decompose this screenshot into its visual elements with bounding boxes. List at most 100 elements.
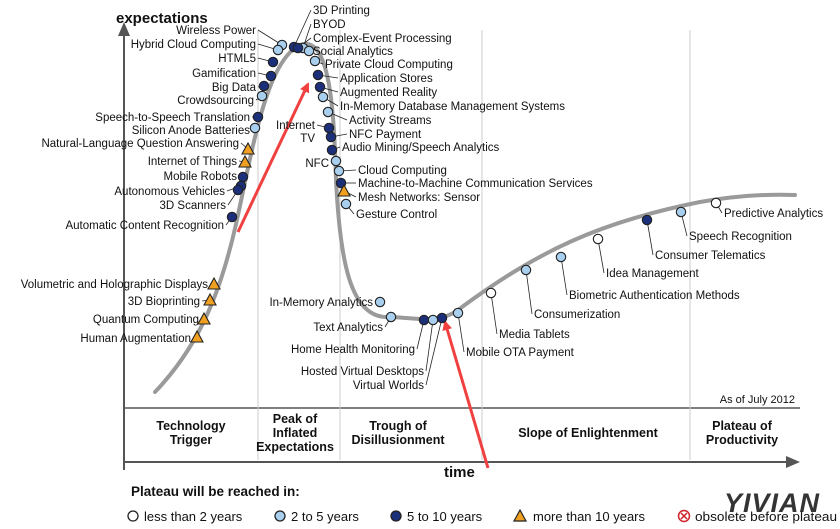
- label-application-stores: Application Stores: [340, 73, 433, 85]
- label-3d-bioprinting: 3D Bioprinting: [128, 296, 200, 308]
- marker-home-health-monitoring: [418, 314, 430, 326]
- label-consumerization: Consumerization: [534, 309, 620, 321]
- label-big-data: Big Data: [212, 82, 257, 94]
- hype-curve: [153, 41, 797, 394]
- label-speech-to-speech-translation: Speech-to-Speech Translation: [95, 112, 250, 124]
- label-audio-mining-speech-analytics: Audio Mining/Speech Analytics: [342, 142, 500, 154]
- label-html5: HTML5: [218, 53, 256, 65]
- marker-augmented-reality: [314, 81, 326, 93]
- leader-3d-printing: [293, 9, 312, 48]
- legend-marker-obsolete: [677, 509, 691, 523]
- marker-consumer-telematics: [641, 214, 653, 226]
- label-home-health-monitoring: Home Health Monitoring: [291, 344, 415, 356]
- label-mobile-ota-payment: Mobile OTA Payment: [466, 347, 575, 359]
- legend-marker-5to10: [390, 510, 402, 522]
- label-cloud-computing: Cloud Computing: [358, 165, 447, 177]
- marker-audio-mining-speech-analytics: [326, 144, 338, 156]
- as-of-date: As of July 2012: [720, 394, 795, 406]
- label-biometric-authentication-methods: Biometric Authentication Methods: [569, 290, 740, 302]
- legend-label-gt10: more than 10 years: [533, 509, 646, 524]
- marker-social-analytics: [303, 45, 315, 57]
- phase-labels: Technology Trigger Peak of Inflated Expectat…: [156, 412, 778, 454]
- marker-gamification: [265, 70, 277, 82]
- marker-crowdsourcing: [256, 90, 268, 102]
- chart-frame: [118, 22, 800, 470]
- marker-mobile-robots: [237, 171, 249, 183]
- label-wireless-power: Wireless Power: [176, 25, 256, 37]
- label-private-cloud-computing: Private Cloud Computing: [325, 59, 453, 71]
- annotation-arrow-down: [442, 320, 490, 469]
- label-3d-printing: 3D Printing: [313, 5, 370, 17]
- label-augmented-reality: Augmented Reality: [340, 87, 437, 99]
- marker-virtual-worlds: [436, 312, 448, 324]
- marker-silicon-anode-batteries: [249, 122, 261, 134]
- marker-nfc: [330, 155, 342, 167]
- watermark-logo: YIVIAN: [724, 488, 820, 518]
- label-internet-tv: Internet TV: [276, 120, 316, 145]
- legend-label-obsolete: obsolete before plateau: [695, 509, 837, 524]
- marker-in-memory-database-management-systems: [317, 91, 329, 103]
- marker-mesh-networks-sensor: [337, 183, 351, 197]
- marker-biometric-authentication-methods: [555, 251, 567, 263]
- label-predictive-analytics: Predictive Analytics: [724, 208, 823, 220]
- label-volumetric-and-holographic-displays: Volumetric and Holographic Displays: [21, 279, 209, 291]
- leader-virtual-worlds: [425, 317, 443, 386]
- label-natural-language-question-answering: Natural-Language Question Answering: [41, 138, 239, 150]
- label-gesture-control: Gesture Control: [356, 209, 437, 221]
- label-complex-event-processing: Complex-Event Processing: [313, 33, 452, 45]
- x-axis-arrowhead: [786, 456, 800, 468]
- marker-quantum-computing: [197, 311, 211, 325]
- legend-label-lt2: less than 2 years: [144, 509, 243, 524]
- label-in-memory-analytics: In-Memory Analytics: [269, 297, 373, 309]
- marker-internet-of-things: [238, 154, 252, 168]
- label-nfc: NFC: [305, 158, 329, 170]
- marker-speech-to-speech-translation: [252, 111, 264, 123]
- label-leader-lines: [192, 9, 723, 386]
- label-idea-management: Idea Management: [606, 268, 700, 280]
- label-social-analytics: Social Analytics: [313, 46, 393, 58]
- marker-complex-event-processing: [292, 42, 304, 54]
- phase-label-slope-of-enlightenment: Slope of Enlightenment: [518, 426, 658, 440]
- marker-html5: [267, 56, 279, 68]
- annotation-arrows: [236, 82, 490, 469]
- phase-label-technology-trigger: Technology Trigger: [156, 419, 225, 447]
- label-machine-to-machine-communication-services: Machine-to-Machine Communication Service…: [358, 178, 593, 190]
- label-consumer-telematics: Consumer Telematics: [655, 250, 766, 262]
- y-axis-arrowhead: [118, 22, 130, 36]
- label-byod: BYOD: [313, 19, 346, 31]
- annotation-arrow-up: [236, 82, 310, 233]
- y-axis-label: expectations: [116, 10, 208, 27]
- label-activity-streams: Activity Streams: [349, 115, 432, 127]
- label-media-tablets: Media Tablets: [499, 329, 570, 341]
- legend-title: Plateau will be reached in:: [131, 484, 300, 499]
- phase-label-plateau-of-productivity: Plateau of Productivity: [706, 419, 778, 447]
- marker-predictive-analytics: [710, 197, 722, 209]
- label-speech-recognition: Speech Recognition: [689, 231, 792, 243]
- label-internet-of-things: Internet of Things: [148, 156, 238, 168]
- label-mobile-robots: Mobile Robots: [163, 171, 237, 183]
- label-human-augmentation: Human Augmentation: [80, 333, 191, 345]
- label-nfc-payment: NFC Payment: [349, 129, 422, 141]
- legend-label-5to10: 5 to 10 years: [407, 509, 483, 524]
- marker-hybrid-cloud-computing: [272, 44, 284, 56]
- marker-application-stores: [312, 69, 324, 81]
- marker-nfc-payment: [325, 131, 337, 143]
- label-mesh-networks-sensor: Mesh Networks: Sensor: [358, 192, 480, 204]
- legend-marker-gt10: [512, 508, 528, 522]
- marker-3d-bioprinting: [203, 292, 217, 306]
- label-hybrid-cloud-computing: Hybrid Cloud Computing: [131, 39, 256, 51]
- label-3d-scanners: 3D Scanners: [160, 200, 227, 212]
- marker-media-tablets: [485, 287, 497, 299]
- label-in-memory-database-management-systems: In-Memory Database Management Systems: [340, 101, 565, 113]
- marker-mobile-ota-payment: [452, 307, 464, 319]
- phase-label-peak-of-inflated-expectations: Peak of Inflated Expectations: [256, 412, 334, 454]
- technology-markers: [190, 39, 722, 343]
- leader-biometric-authentication-methods: [560, 256, 568, 296]
- marker-cloud-computing: [333, 165, 345, 177]
- label-automatic-content-recognition: Automatic Content Recognition: [65, 220, 224, 232]
- marker-volumetric-and-holographic-displays: [207, 276, 221, 290]
- marker-in-memory-analytics: [374, 296, 386, 308]
- label-crowdsourcing: Crowdsourcing: [177, 95, 254, 107]
